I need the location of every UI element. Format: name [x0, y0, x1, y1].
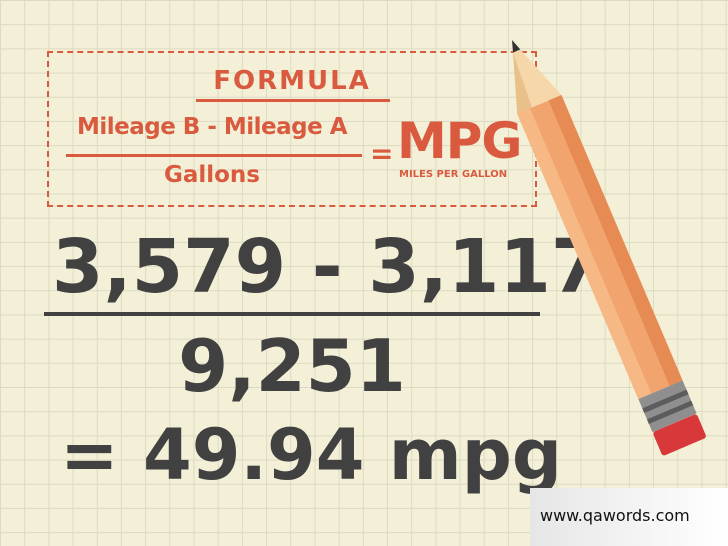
formula-result-caption: MILES PER GALLON	[399, 169, 508, 180]
watermark-panel	[530, 488, 728, 546]
formula-result: MPG	[397, 112, 522, 170]
formula-denominator: Gallons	[163, 162, 261, 188]
formula-title: FORMULA	[213, 66, 371, 96]
calculation-numerator: 3,579 - 3,117	[52, 224, 603, 310]
calculation-fraction-bar	[44, 312, 540, 316]
formula-title-underline	[196, 99, 390, 102]
watermark-text: www.qawords.com	[540, 506, 690, 525]
formula-numerator: Mileage B - Mileage A	[76, 114, 348, 140]
formula-fraction-bar	[66, 154, 362, 157]
pencil-icon	[512, 40, 706, 456]
calculation-result: = 49.94 mpg	[60, 414, 562, 496]
formula-equals-sign: =	[370, 137, 394, 170]
calculation-denominator: 9,251	[178, 324, 406, 408]
